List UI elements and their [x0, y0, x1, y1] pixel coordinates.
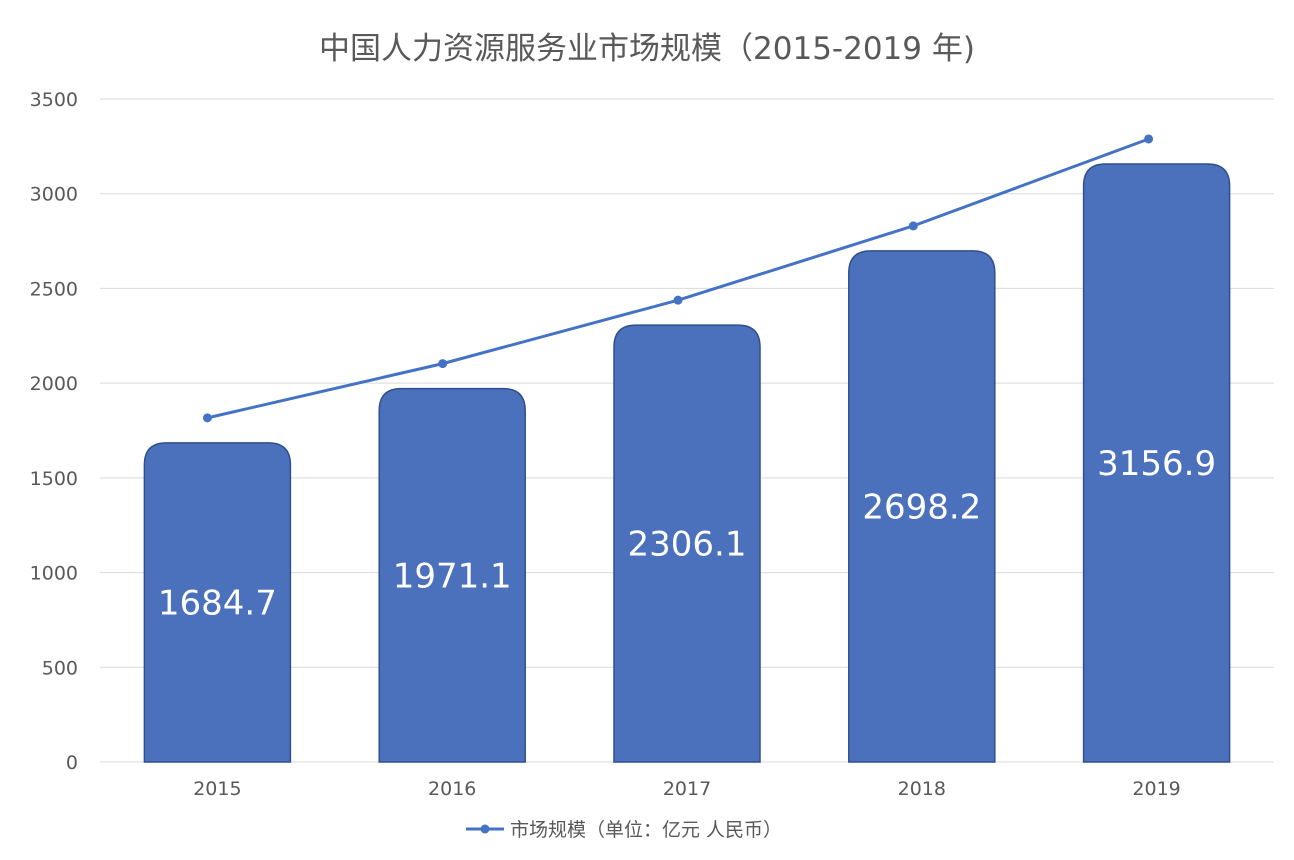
bar-2018 — [848, 250, 996, 763]
chart-title: 中国人力资源服务业市场规模（2015-2019 年) — [319, 31, 975, 67]
line-point-2019 — [1144, 134, 1154, 144]
bar-data-label: 1684.7 — [158, 583, 277, 623]
x-axis: 2015 2016 2017 2018 2019 — [193, 778, 1181, 800]
line-layer — [202, 134, 1154, 423]
y-tick-label: 3000 — [30, 184, 78, 206]
bar-2019 — [1082, 163, 1231, 763]
x-tick-label: 2017 — [663, 778, 711, 800]
y-axis: 0 500 1000 1500 2000 2500 3000 3500 — [30, 89, 78, 774]
bar-data-label: 1971.1 — [393, 556, 512, 596]
bar-data-label: 2698.2 — [862, 487, 981, 527]
x-tick-label: 2019 — [1132, 778, 1180, 800]
bar-2015 — [143, 442, 292, 763]
line-point-2015 — [202, 413, 212, 423]
y-tick-label: 2000 — [30, 373, 78, 395]
line-point-2018 — [908, 221, 918, 231]
bar-layer — [143, 163, 1231, 763]
bar-data-label: 2306.1 — [628, 525, 747, 565]
y-tick-label: 3500 — [30, 89, 78, 111]
legend-marker — [480, 824, 490, 834]
y-tick-label: 2500 — [30, 278, 78, 300]
bar-2016 — [378, 387, 526, 763]
x-tick-label: 2015 — [193, 778, 241, 800]
legend-label: 市场规模（单位：亿元 人民币） — [510, 819, 782, 841]
y-tick-label: 1000 — [30, 563, 78, 585]
line-point-2017 — [673, 295, 683, 305]
legend: 市场规模（单位：亿元 人民币） — [466, 819, 782, 841]
data-label-layer: 1684.7 1971.1 2306.1 2698.2 3156.9 — [158, 444, 1216, 623]
line-point-2016 — [438, 359, 448, 369]
bar-2017 — [613, 324, 761, 763]
y-tick-label: 500 — [42, 657, 78, 679]
x-tick-label: 2018 — [898, 778, 946, 800]
y-tick-label: 0 — [66, 752, 78, 774]
x-tick-label: 2016 — [428, 778, 476, 800]
y-tick-label: 1500 — [30, 468, 78, 490]
bar-data-label: 3156.9 — [1097, 444, 1216, 484]
